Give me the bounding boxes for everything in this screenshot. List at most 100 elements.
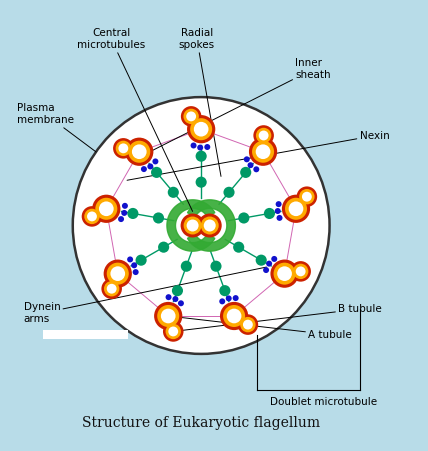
Circle shape [276, 201, 282, 207]
FancyBboxPatch shape [43, 330, 128, 339]
Circle shape [238, 212, 250, 224]
Circle shape [127, 257, 133, 262]
Circle shape [131, 262, 137, 268]
Circle shape [128, 141, 150, 163]
Circle shape [104, 281, 119, 296]
Circle shape [244, 156, 250, 162]
Circle shape [276, 215, 282, 221]
Circle shape [84, 209, 100, 224]
Circle shape [226, 295, 232, 301]
Circle shape [172, 285, 183, 296]
Circle shape [187, 115, 215, 143]
Text: Dynein
arms: Dynein arms [24, 267, 267, 324]
Circle shape [263, 267, 269, 273]
Circle shape [204, 220, 216, 231]
Circle shape [259, 130, 268, 140]
Circle shape [141, 166, 147, 172]
Circle shape [198, 213, 222, 238]
Circle shape [168, 327, 178, 336]
Circle shape [249, 138, 277, 166]
Circle shape [104, 259, 132, 288]
Circle shape [116, 141, 131, 156]
Circle shape [238, 314, 258, 335]
Circle shape [290, 261, 311, 282]
Circle shape [240, 167, 251, 178]
Circle shape [256, 144, 270, 159]
Text: Inner
sheath: Inner sheath [141, 59, 331, 156]
Circle shape [163, 321, 184, 342]
Circle shape [172, 296, 178, 302]
Circle shape [132, 144, 147, 159]
Circle shape [168, 187, 179, 198]
Circle shape [302, 192, 312, 202]
Circle shape [296, 267, 306, 276]
Circle shape [99, 202, 114, 216]
Circle shape [181, 261, 192, 272]
Circle shape [223, 187, 235, 198]
Circle shape [184, 216, 202, 235]
Circle shape [211, 261, 222, 272]
Circle shape [113, 138, 134, 159]
Circle shape [288, 202, 303, 216]
Circle shape [107, 262, 129, 285]
Circle shape [297, 186, 317, 207]
Circle shape [204, 144, 210, 150]
Circle shape [181, 106, 202, 127]
Circle shape [275, 208, 281, 214]
Circle shape [243, 320, 253, 330]
Circle shape [223, 305, 245, 327]
Text: Central
microtubules: Central microtubules [77, 28, 193, 212]
Circle shape [181, 213, 205, 238]
Circle shape [285, 198, 307, 220]
Text: Plasma
membrane: Plasma membrane [17, 103, 96, 152]
Circle shape [166, 324, 181, 339]
Circle shape [133, 269, 139, 275]
Circle shape [110, 266, 125, 281]
Circle shape [125, 138, 153, 166]
Circle shape [136, 255, 147, 266]
Circle shape [196, 151, 207, 162]
Circle shape [201, 216, 219, 235]
Circle shape [166, 294, 172, 300]
Circle shape [118, 216, 124, 222]
Circle shape [240, 317, 256, 332]
Circle shape [92, 195, 120, 223]
Circle shape [101, 278, 122, 299]
Circle shape [153, 212, 164, 224]
Circle shape [277, 266, 292, 281]
Text: B tubule: B tubule [173, 304, 382, 331]
Circle shape [87, 212, 97, 221]
Circle shape [247, 162, 253, 168]
Polygon shape [187, 200, 235, 251]
Circle shape [82, 206, 102, 227]
Circle shape [73, 97, 330, 354]
Circle shape [233, 295, 239, 301]
Circle shape [147, 163, 153, 170]
Circle shape [158, 242, 169, 253]
Circle shape [256, 255, 267, 266]
Circle shape [253, 166, 259, 172]
Text: A tubule: A tubule [168, 316, 352, 340]
Text: Structure of Eukaryotic flagellum: Structure of Eukaryotic flagellum [82, 416, 320, 430]
Circle shape [154, 302, 182, 330]
Circle shape [95, 198, 117, 220]
Polygon shape [167, 200, 215, 251]
Circle shape [227, 308, 241, 323]
Circle shape [264, 208, 275, 219]
Circle shape [152, 158, 158, 165]
Circle shape [190, 118, 212, 140]
Circle shape [293, 264, 308, 279]
Circle shape [151, 167, 162, 178]
Circle shape [161, 308, 175, 323]
Circle shape [219, 285, 230, 296]
Circle shape [190, 143, 196, 148]
Text: Nexin: Nexin [127, 131, 389, 180]
Text: Radial
spokes: Radial spokes [179, 28, 221, 176]
Circle shape [271, 256, 277, 262]
Circle shape [219, 299, 225, 304]
Circle shape [121, 210, 127, 216]
Circle shape [178, 300, 184, 306]
Circle shape [252, 141, 274, 163]
Circle shape [127, 208, 138, 219]
Circle shape [122, 203, 128, 209]
